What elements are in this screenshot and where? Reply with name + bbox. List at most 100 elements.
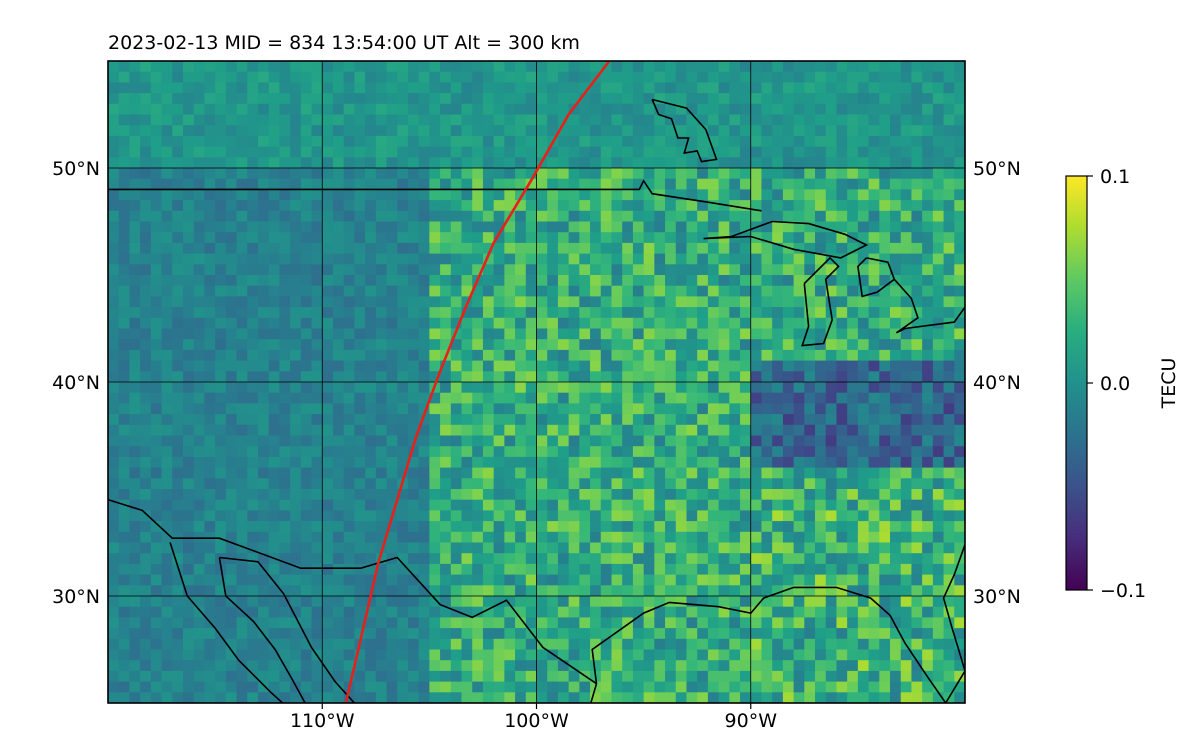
heatmap-cell: [665, 510, 677, 522]
heatmap-cell: [600, 467, 613, 479]
heatmap-cell: [268, 125, 280, 137]
heatmap-cell: [150, 360, 163, 372]
heatmap-cell: [900, 317, 913, 330]
heatmap-cell: [943, 574, 955, 586]
heatmap-cell: [857, 403, 870, 415]
heatmap-cell: [182, 275, 195, 287]
heatmap-cell: [836, 414, 848, 426]
heatmap-cell: [386, 574, 398, 586]
heatmap-cell: [429, 403, 441, 415]
heatmap-cell: [365, 553, 377, 565]
heatmap-cell: [354, 232, 366, 244]
heatmap-cell: [707, 82, 720, 94]
heatmap-cell: [600, 692, 613, 703]
heatmap-cell: [536, 382, 548, 394]
heatmap-cell: [547, 499, 559, 511]
heatmap-cell: [257, 349, 270, 362]
heatmap-cell: [697, 628, 709, 640]
heatmap-cell: [622, 71, 634, 83]
heatmap-cell: [407, 660, 420, 672]
heatmap-cell: [515, 253, 527, 265]
heatmap-cell: [622, 61, 634, 73]
heatmap-cell: [847, 574, 859, 586]
heatmap-cell: [804, 93, 816, 105]
heatmap-cell: [182, 382, 195, 394]
heatmap-cell: [611, 328, 623, 340]
heatmap-cell: [943, 264, 955, 276]
heatmap-cell: [847, 371, 859, 383]
heatmap-cell: [440, 253, 452, 265]
heatmap-cell: [718, 585, 730, 597]
heatmap-cell: [557, 670, 570, 683]
heatmap-cell: [504, 135, 516, 148]
heatmap-cell: [343, 242, 355, 255]
heatmap-cell: [397, 606, 409, 618]
heatmap-cell: [279, 456, 291, 469]
heatmap-cell: [686, 392, 698, 404]
heatmap-cell: [172, 307, 184, 319]
heatmap-cell: [890, 692, 902, 703]
heatmap-cell: [482, 574, 495, 586]
heatmap-cell: [954, 489, 965, 501]
heatmap-cell: [182, 681, 195, 693]
heatmap-cell: [943, 61, 955, 73]
heatmap-cell: [397, 61, 409, 73]
heatmap-cell: [225, 360, 238, 372]
heatmap-cell: [579, 317, 591, 330]
heatmap-cell: [665, 71, 677, 83]
heatmap-cell: [665, 242, 677, 255]
heatmap-cell: [343, 585, 355, 597]
heatmap-cell: [204, 253, 216, 265]
heatmap-cell: [461, 510, 473, 522]
heatmap-cell: [493, 478, 505, 490]
heatmap-cell: [750, 660, 763, 672]
heatmap-cell: [836, 82, 848, 94]
heatmap-cell: [697, 510, 709, 522]
heatmap-cell: [493, 264, 505, 276]
heatmap-cell: [675, 253, 688, 265]
heatmap-cell: [772, 157, 784, 169]
heatmap-cell: [493, 403, 505, 415]
heatmap-cell: [493, 392, 505, 404]
heatmap-cell: [172, 232, 184, 244]
heatmap-cell: [590, 649, 602, 661]
heatmap-cell: [182, 125, 195, 137]
heatmap-cell: [879, 114, 891, 126]
heatmap-cell: [429, 253, 441, 265]
heatmap-cell: [429, 617, 441, 629]
heatmap-cell: [547, 574, 559, 586]
heatmap-cell: [429, 103, 441, 116]
heatmap-cell: [590, 596, 602, 608]
heatmap-cell: [622, 499, 634, 511]
heatmap-cell: [407, 553, 420, 565]
heatmap-cell: [322, 489, 334, 501]
heatmap-cell: [697, 114, 709, 126]
heatmap-cell: [622, 114, 634, 126]
heatmap-cell: [911, 660, 923, 672]
heatmap-cell: [665, 285, 677, 297]
heatmap-cell: [290, 617, 302, 629]
heatmap-cell: [225, 392, 238, 404]
heatmap-cell: [322, 403, 334, 415]
heatmap-cell: [911, 114, 923, 126]
heatmap-cell: [150, 499, 163, 511]
heatmap-cell: [622, 435, 634, 447]
heatmap-cell: [772, 296, 784, 308]
heatmap-cell: [729, 221, 741, 233]
heatmap-cell: [172, 103, 184, 116]
heatmap-cell: [890, 499, 902, 511]
heatmap-cell: [118, 521, 131, 533]
heatmap-cell: [525, 489, 538, 501]
heatmap-cell: [697, 563, 709, 576]
heatmap-cell: [665, 553, 677, 565]
heatmap-cell: [236, 178, 248, 190]
heatmap-cell: [332, 692, 345, 703]
heatmap-cell: [525, 221, 538, 233]
heatmap-cell: [954, 264, 965, 276]
heatmap-cell: [611, 285, 623, 297]
heatmap-cell: [793, 264, 805, 276]
heatmap-cell: [354, 264, 366, 276]
heatmap-cell: [279, 307, 291, 319]
heatmap-cell: [697, 360, 709, 372]
heatmap-cell: [815, 232, 827, 244]
